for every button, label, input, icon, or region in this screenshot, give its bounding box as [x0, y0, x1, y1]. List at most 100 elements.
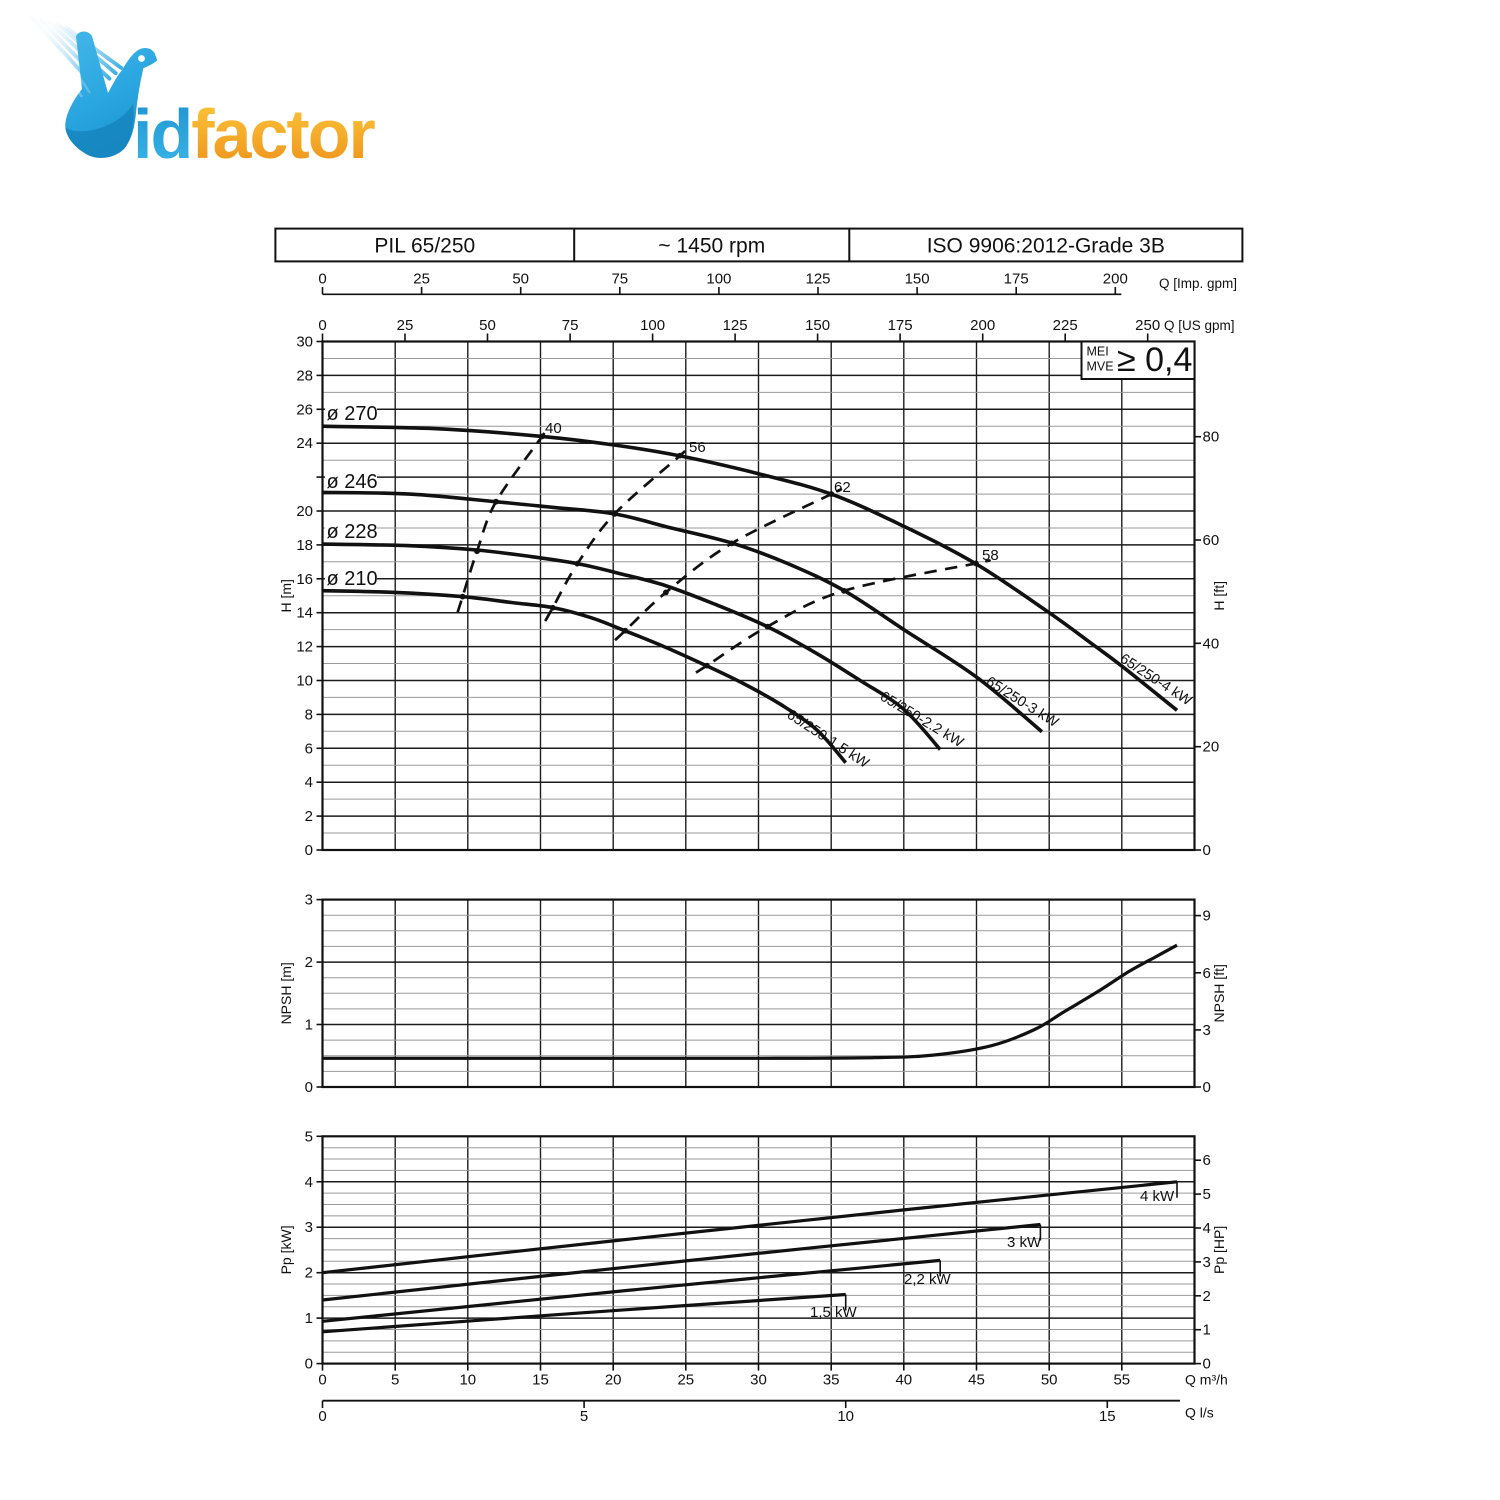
svg-text:0: 0: [305, 1079, 313, 1096]
svg-text:4 kW: 4 kW: [1140, 1188, 1175, 1205]
svg-text:0: 0: [318, 271, 326, 288]
svg-text:200: 200: [970, 317, 995, 334]
svg-text:MVE: MVE: [1087, 360, 1114, 374]
svg-text:5: 5: [305, 1128, 313, 1145]
svg-text:Pp [kW]: Pp [kW]: [278, 1225, 294, 1274]
svg-text:H [m]: H [m]: [278, 579, 294, 612]
svg-text:0: 0: [305, 842, 313, 859]
svg-text:0: 0: [318, 1372, 326, 1389]
svg-text:40: 40: [895, 1372, 912, 1389]
svg-text:3 kW: 3 kW: [1007, 1234, 1042, 1251]
svg-text:≥ 0,4: ≥ 0,4: [1117, 341, 1192, 379]
svg-text:14: 14: [296, 605, 313, 622]
svg-text:1: 1: [305, 1310, 313, 1327]
svg-text:H [ft]: H [ft]: [1211, 581, 1227, 611]
svg-text:Q l/s: Q l/s: [1185, 1405, 1214, 1421]
svg-text:150: 150: [905, 271, 930, 288]
svg-text:2,2 kW: 2,2 kW: [904, 1271, 952, 1288]
svg-text:2: 2: [1203, 1288, 1211, 1305]
svg-text:62: 62: [834, 479, 851, 496]
svg-text:40: 40: [545, 420, 562, 437]
svg-text:12: 12: [296, 639, 313, 656]
svg-text:3: 3: [305, 1219, 313, 1236]
svg-text:50: 50: [512, 271, 529, 288]
svg-text:ISO 9906:2012-Grade 3B: ISO 9906:2012-Grade 3B: [927, 235, 1165, 258]
svg-text:5: 5: [1203, 1186, 1211, 1203]
svg-text:15: 15: [532, 1372, 549, 1389]
svg-text:25: 25: [677, 1372, 694, 1389]
svg-text:1,5 kW: 1,5 kW: [810, 1304, 858, 1321]
svg-text:Q m³/h: Q m³/h: [1185, 1372, 1228, 1388]
svg-text:175: 175: [1004, 271, 1029, 288]
svg-text:PIL 65/250: PIL 65/250: [374, 235, 475, 258]
svg-text:10: 10: [459, 1372, 476, 1389]
svg-text:2: 2: [305, 808, 313, 825]
svg-text:6: 6: [1203, 1152, 1211, 1169]
svg-text:16: 16: [296, 571, 313, 588]
svg-text:5: 5: [580, 1408, 588, 1425]
svg-text:~ 1450 rpm: ~ 1450 rpm: [658, 235, 765, 258]
svg-text:55: 55: [1113, 1372, 1130, 1389]
svg-text:Pp [HP]: Pp [HP]: [1211, 1226, 1227, 1274]
svg-text:3: 3: [305, 892, 313, 909]
svg-text:56: 56: [689, 439, 706, 456]
svg-text:idfactor: idfactor: [133, 95, 375, 173]
svg-text:50: 50: [479, 317, 496, 334]
svg-text:40: 40: [1203, 635, 1220, 652]
svg-text:45: 45: [968, 1372, 985, 1389]
svg-text:10: 10: [837, 1408, 854, 1425]
svg-text:3: 3: [1203, 1022, 1211, 1039]
svg-text:9: 9: [1203, 908, 1211, 925]
svg-text:18: 18: [296, 537, 313, 554]
svg-text:25: 25: [413, 271, 430, 288]
svg-text:28: 28: [296, 367, 313, 384]
svg-text:75: 75: [611, 271, 628, 288]
svg-text:0: 0: [1203, 842, 1211, 859]
svg-text:20: 20: [605, 1372, 622, 1389]
svg-text:20: 20: [296, 503, 313, 520]
svg-text:50: 50: [1041, 1372, 1058, 1389]
svg-text:20: 20: [1203, 739, 1220, 756]
svg-text:5: 5: [391, 1372, 399, 1389]
svg-text:ø 228: ø 228: [327, 521, 378, 543]
svg-text:0: 0: [1203, 1356, 1211, 1373]
svg-text:6: 6: [305, 740, 313, 757]
svg-text:2: 2: [305, 954, 313, 971]
svg-text:3: 3: [1203, 1254, 1211, 1271]
svg-text:NPSH [ft]: NPSH [ft]: [1211, 964, 1227, 1022]
svg-text:125: 125: [805, 271, 830, 288]
svg-text:24: 24: [296, 435, 313, 452]
svg-text:0: 0: [318, 317, 326, 334]
svg-text:MEI: MEI: [1087, 345, 1109, 359]
svg-text:1: 1: [305, 1017, 313, 1034]
svg-text:30: 30: [750, 1372, 767, 1389]
svg-text:175: 175: [888, 317, 913, 334]
svg-text:100: 100: [706, 271, 731, 288]
svg-text:ø 210: ø 210: [327, 568, 378, 590]
svg-text:1: 1: [1203, 1322, 1211, 1339]
svg-text:75: 75: [562, 317, 579, 334]
svg-text:100: 100: [640, 317, 665, 334]
svg-text:10: 10: [296, 673, 313, 690]
svg-text:15: 15: [1099, 1408, 1116, 1425]
svg-text:200: 200: [1103, 271, 1128, 288]
svg-text:0: 0: [318, 1408, 326, 1425]
svg-text:250: 250: [1135, 317, 1160, 334]
svg-text:ø 270: ø 270: [327, 403, 378, 425]
svg-text:6: 6: [1203, 965, 1211, 982]
svg-text:30: 30: [296, 334, 313, 351]
svg-text:0: 0: [1203, 1079, 1211, 1096]
svg-text:60: 60: [1203, 532, 1220, 549]
svg-text:58: 58: [982, 547, 999, 564]
svg-text:35: 35: [823, 1372, 840, 1389]
svg-text:225: 225: [1053, 317, 1078, 334]
svg-text:4: 4: [305, 1174, 313, 1191]
svg-text:ø 246: ø 246: [327, 471, 378, 493]
svg-text:26: 26: [296, 401, 313, 418]
svg-text:125: 125: [723, 317, 748, 334]
svg-text:80: 80: [1203, 429, 1220, 446]
svg-text:Q [Imp. gpm]: Q [Imp. gpm]: [1159, 276, 1237, 291]
svg-text:Q [US gpm]: Q [US gpm]: [1164, 318, 1235, 333]
svg-text:8: 8: [305, 706, 313, 723]
svg-text:4: 4: [1203, 1220, 1211, 1237]
